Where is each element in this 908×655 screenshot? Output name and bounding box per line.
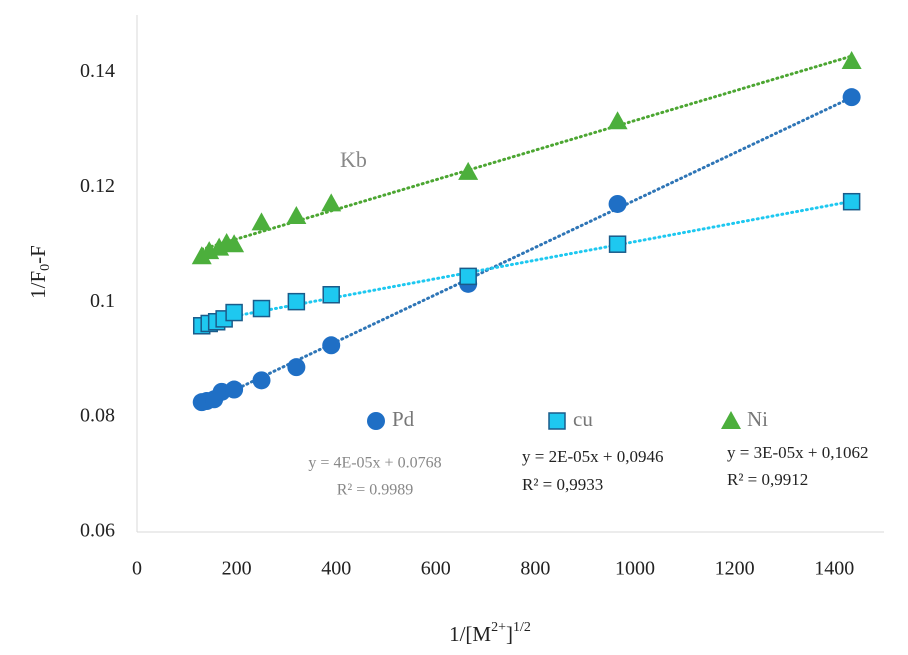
y-tick-label: 0.1 (90, 290, 115, 312)
x-tick-label: 1200 (715, 558, 755, 580)
annotation: y = 3E-05x + 0,1062 (727, 443, 868, 462)
x-label-sup: 2+ (491, 620, 506, 635)
point (252, 371, 271, 390)
trendline (200, 95, 854, 408)
y-label-part: 1/F (26, 271, 50, 299)
x-tick-label: 1000 (615, 558, 655, 580)
x-tick-label: 400 (321, 558, 351, 580)
point (321, 193, 342, 212)
point (841, 50, 862, 69)
x-tick-label: 200 (222, 558, 252, 580)
legend-label: cu (573, 407, 593, 431)
point (608, 194, 627, 213)
x-label-part: ] (506, 622, 513, 646)
point (224, 234, 245, 253)
x-tick-label: 1400 (814, 558, 854, 580)
x-tick-label: 600 (421, 558, 451, 580)
legend-label: Pd (392, 407, 415, 431)
x-label-sup: 1/2 (513, 620, 531, 635)
x-label-part: 1/[M (449, 622, 491, 646)
y-tick-label: 0.06 (80, 520, 115, 542)
y-tick-label: 0.12 (80, 175, 115, 197)
annotation: Kb (340, 147, 367, 172)
y-tick-label: 0.08 (80, 405, 115, 427)
y-label-part: -F (26, 245, 50, 264)
legend-marker (548, 412, 566, 430)
x-tick-label: 800 (520, 558, 550, 580)
legend-label: Ni (747, 407, 768, 431)
annotation: R² = 0,9912 (727, 470, 808, 489)
point (458, 161, 479, 180)
point (286, 206, 307, 225)
y-label-sub: 0 (38, 264, 53, 271)
point (287, 292, 306, 311)
y-tick-label: 0.14 (80, 60, 115, 82)
point (459, 267, 477, 286)
legend-marker (721, 411, 741, 429)
annotation: y = 2E-05x + 0,0946 (522, 447, 663, 466)
annotation: R² = 0,9933 (522, 475, 603, 494)
x-tick-label: 0 (132, 558, 142, 580)
annotation: y = 4E-05x + 0.0768 (308, 455, 441, 472)
point (322, 286, 340, 304)
point (225, 303, 243, 322)
point (251, 212, 272, 231)
point (608, 235, 627, 253)
point (287, 358, 306, 377)
point (225, 380, 244, 399)
y-axis-label: 1/F0-F (26, 245, 53, 299)
point (322, 336, 341, 355)
annotation: R² = 0.9989 (337, 482, 414, 499)
point (842, 192, 861, 211)
point (842, 88, 861, 107)
trendline (200, 199, 854, 324)
point (252, 299, 271, 318)
legend-marker (367, 412, 385, 430)
x-axis-label: 1/[M2+]1/2 (449, 620, 531, 646)
point (607, 111, 628, 130)
trendline (200, 54, 854, 251)
